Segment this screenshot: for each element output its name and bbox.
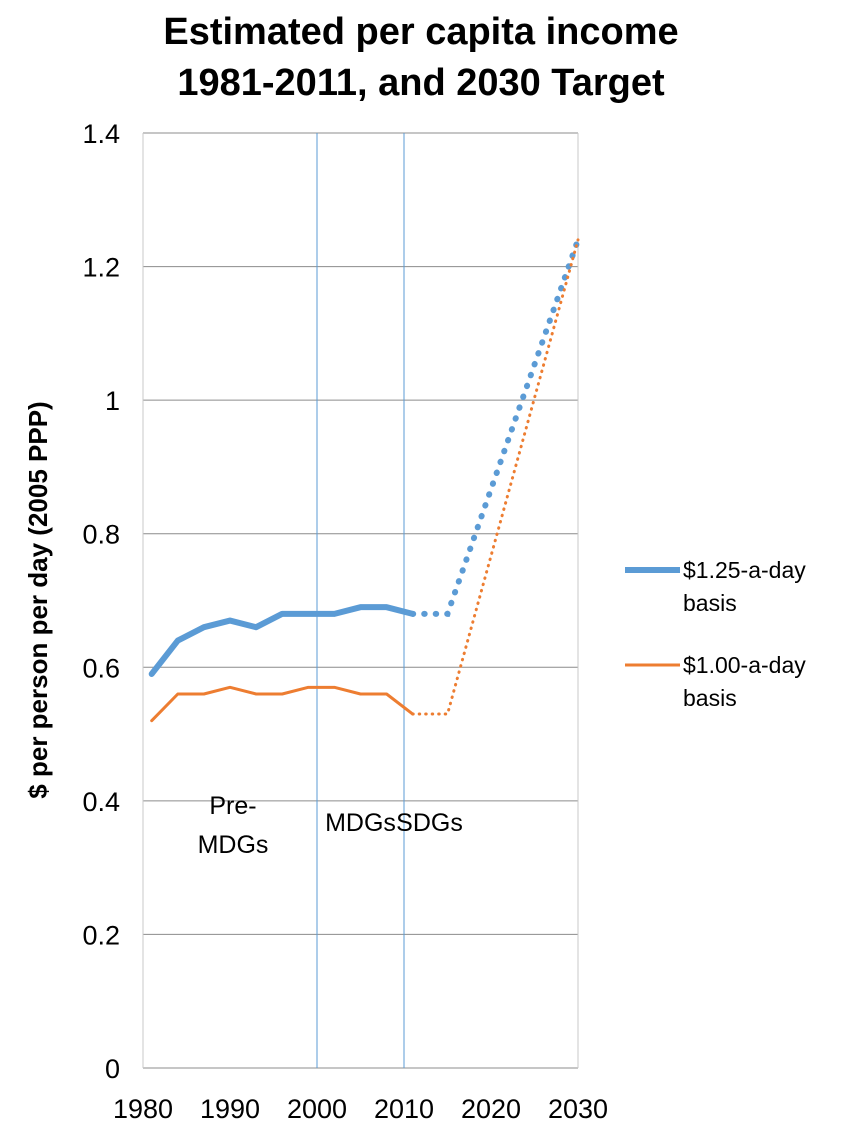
legend-label: $1.00-a-day	[683, 652, 806, 678]
gridlines	[142, 132, 579, 1069]
legend-label: $1.25-a-day	[683, 557, 806, 583]
era-label: SDGs	[396, 809, 463, 837]
era-label: Pre-	[209, 792, 256, 820]
series-projection-2	[411, 238, 580, 716]
chart-title-line: 1981-2011, and 2030 Target	[177, 62, 665, 104]
legend: $1.25-a-day basis $1.00-a-day basis	[625, 557, 806, 711]
y-tick-label: 1.4	[82, 119, 120, 149]
chart-title: Estimated per capita income 1981-2011, an…	[163, 11, 678, 104]
y-tick-label: 0.6	[82, 653, 120, 683]
series-projection-1	[409, 236, 581, 617]
era-label: MDGs	[325, 809, 396, 837]
x-axis-ticks: 1980 1990 2000 2010 2020 2030	[113, 1094, 608, 1124]
y-tick-label: 0.4	[82, 787, 120, 817]
x-tick-label: 1990	[200, 1094, 260, 1124]
series	[148, 236, 581, 723]
era-dividers	[316, 133, 405, 1068]
x-tick-label: 2000	[287, 1094, 347, 1124]
y-tick-label: 0	[105, 1054, 120, 1084]
y-tick-label: 0.8	[82, 520, 120, 550]
era-label: MDGs	[198, 831, 269, 859]
x-tick-label: 2030	[548, 1094, 608, 1124]
series-line-1	[148, 604, 416, 677]
series-line-2	[150, 685, 415, 723]
y-tick-label: 1.2	[82, 253, 120, 283]
legend-label: basis	[683, 685, 737, 711]
x-tick-label: 1980	[113, 1094, 173, 1124]
x-tick-label: 2020	[461, 1094, 521, 1124]
y-tick-label: 1	[105, 386, 120, 416]
y-axis-ticks: 0 0.2 0.4 0.6 0.8 1 1.2 1.4	[82, 119, 120, 1084]
y-tick-label: 0.2	[82, 920, 120, 950]
x-tick-label: 2010	[374, 1094, 434, 1124]
y-axis-label: $ per person per day (2005 PPP)	[23, 401, 53, 798]
legend-label: basis	[683, 590, 737, 616]
chart-title-line: Estimated per capita income	[163, 11, 678, 53]
